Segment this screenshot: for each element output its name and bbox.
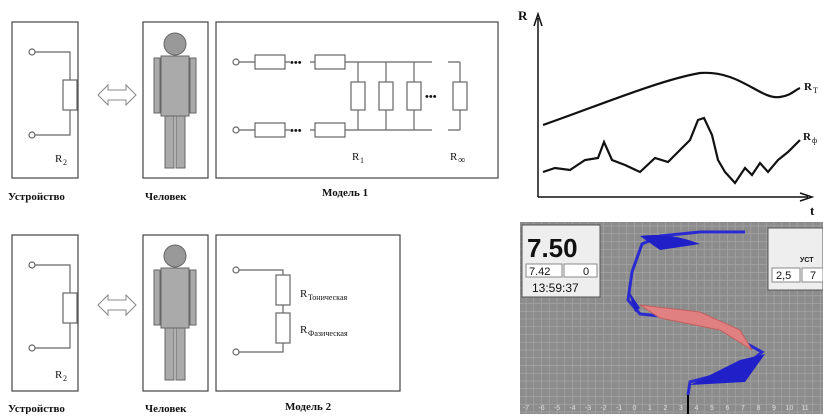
side-c: УСТ [800,257,814,264]
axis-label: 2 [664,405,668,412]
x-label: t [810,203,815,218]
person-box [142,21,209,179]
main-value: 7.50 [527,233,578,263]
axis-label: -7 [523,405,529,412]
caption: Человек [145,191,187,203]
axis-label: 5 [710,405,714,412]
resistor-label: R [55,369,63,381]
axis-label: -6 [538,405,544,412]
r1-label: R [352,151,360,163]
device-box [11,21,79,179]
tonic-curve [542,71,801,127]
axis-label: 11 [801,405,808,412]
caption: Модель 1 [322,187,368,199]
resistor-sub: 2 [63,374,67,383]
caption: Модель 2 [285,401,332,413]
axis-label: -2 [600,405,606,412]
phasic-curve [542,116,801,185]
phasic-sub: Фазическая [308,329,348,338]
person [153,244,197,381]
circuit [232,266,291,356]
rinf-sub: ∞ [458,155,465,166]
axis-label: -5 [554,405,560,412]
axis-label: 1 [648,405,652,412]
svg-text:•••: ••• [290,125,302,137]
tonic-label: R [300,288,308,300]
axis-label: -1 [616,405,622,412]
side-a: 2,5 [776,270,791,282]
caption: Человек [145,403,187,414]
axis-label: 4 [695,405,699,412]
readout [521,224,601,298]
time: 13:59:37 [532,281,579,295]
tonic-sub: Тоническая [308,293,347,302]
row1: R 2 ••• ••• ••• R 1 R ∞ Устройство Челове… [8,21,499,203]
circuit: ••• ••• ••• [232,54,468,138]
axis-label: 6 [726,405,730,412]
caption: Устройство [8,403,65,414]
arrow [97,84,137,106]
row2: R 2 R Тоническая R Фазическая Устройство… [8,234,401,415]
axis-label: 7 [741,405,745,412]
person-box [142,234,209,392]
axis-label: -4 [569,405,575,412]
monitor: 7.50 7.42 0 13:59:37 2,5 7 УСТ -7 -6 -5 -4 -… [520,222,823,414]
svg-text:•••: ••• [290,57,302,69]
phasic-label: R [803,131,812,143]
y-label: R [518,8,528,23]
rinf-label: R [450,151,458,163]
tonic-label: R [804,81,813,93]
side-b: 7 [810,270,816,282]
resistor-label: R [55,153,63,165]
model-box [215,234,401,392]
person [153,32,197,169]
phasic-label: R [300,324,308,336]
graph: R t R Т R ф [518,8,818,218]
axis-label: 0 [633,405,637,412]
count: 0 [583,266,589,278]
r1-sub: 1 [360,156,364,165]
axis-label: 9 [772,405,776,412]
axis-label: 3 [679,405,683,412]
device-box [11,234,79,392]
prev-value: 7.42 [529,266,550,278]
model-box [215,21,499,179]
axis-label: -3 [585,405,591,412]
tonic-sub: Т [813,86,818,95]
svg-text:•••: ••• [425,91,437,103]
arrow [97,294,137,316]
axis-label: 10 [786,405,794,412]
caption: Устройство [8,191,65,203]
phasic-sub: ф [812,136,817,145]
axis-label: 8 [757,405,761,412]
resistor-sub: 2 [63,158,67,167]
